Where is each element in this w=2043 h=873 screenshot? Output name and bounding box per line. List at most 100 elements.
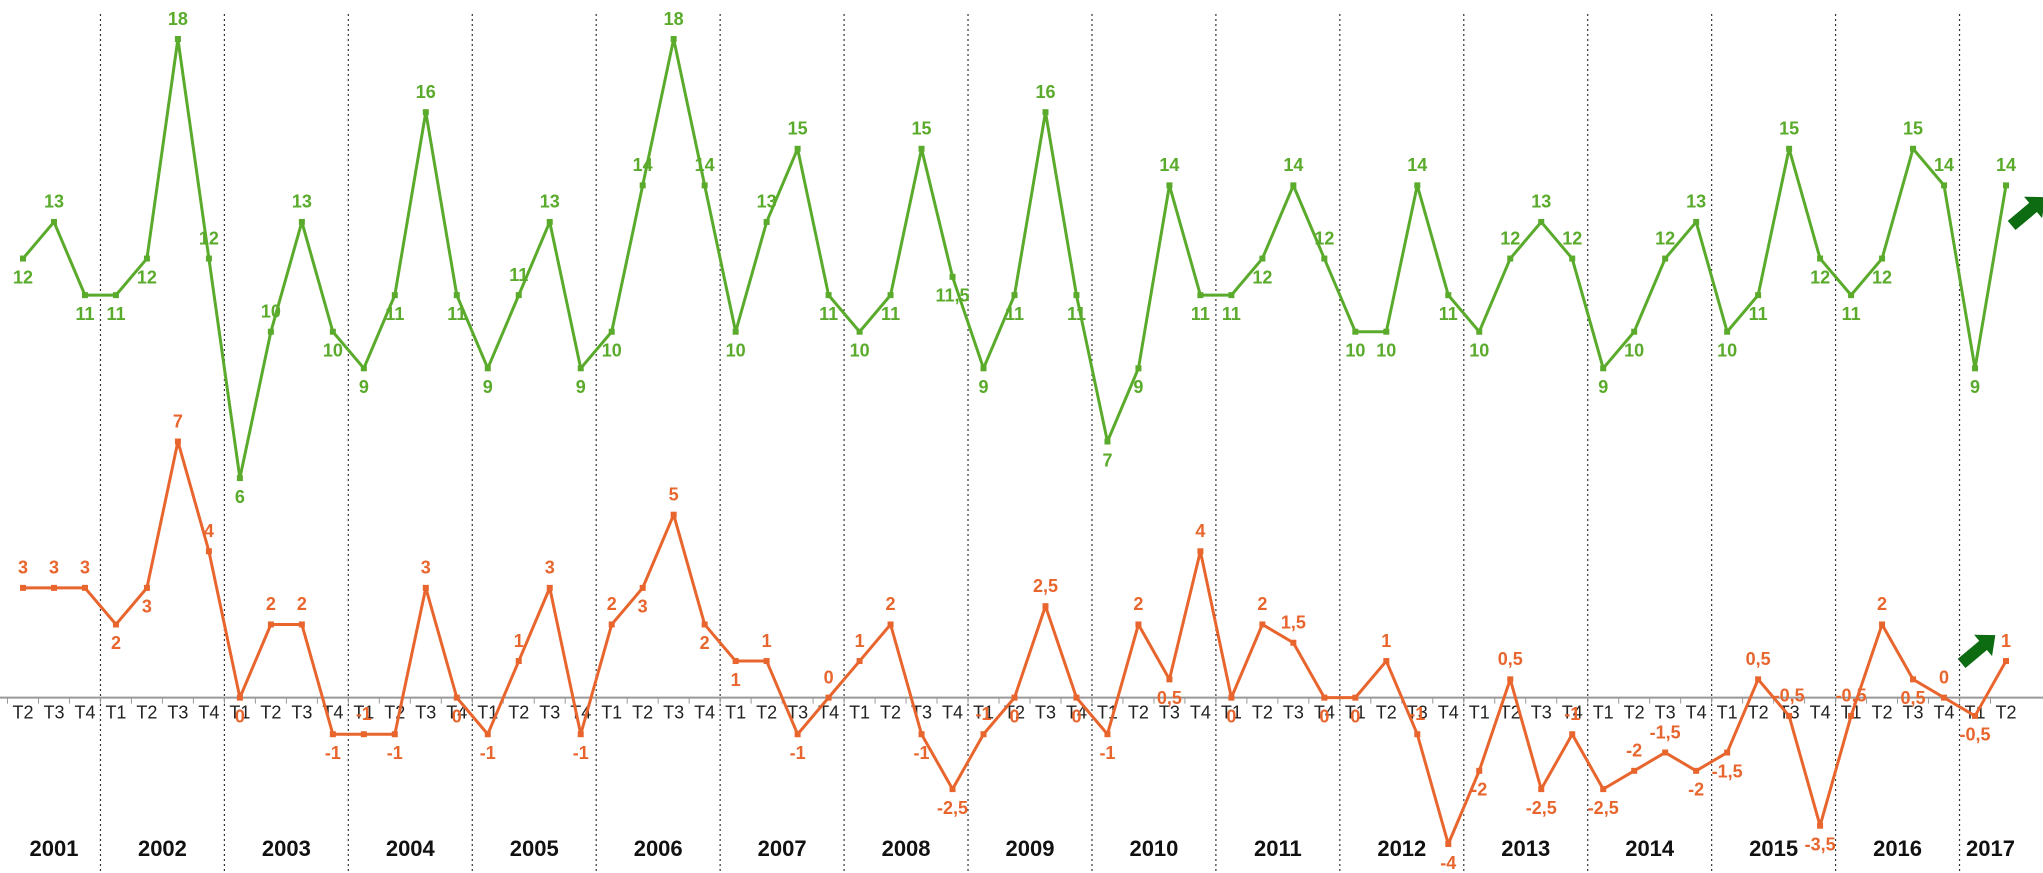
point-marker xyxy=(1941,182,1948,189)
data-label: 0,5 xyxy=(1157,688,1182,708)
trend-arrow xyxy=(1957,634,1996,669)
data-label: 12 xyxy=(13,267,33,287)
data-label: 0 xyxy=(824,667,834,687)
trend-arrow xyxy=(2007,196,2043,231)
point-marker xyxy=(1910,676,1917,683)
x-tick-label: T2 xyxy=(260,702,281,722)
year-label: 2014 xyxy=(1625,836,1675,861)
data-label: -2,5 xyxy=(1588,798,1619,818)
data-label: -1 xyxy=(976,704,992,724)
x-tick-label: T2 xyxy=(136,702,157,722)
year-label: 2009 xyxy=(1006,836,1055,861)
point-marker xyxy=(1910,145,1917,152)
x-tick-label: T4 xyxy=(694,702,715,722)
year-label: 2007 xyxy=(758,836,807,861)
point-marker xyxy=(856,658,863,665)
point-marker xyxy=(1755,676,1762,683)
point-marker xyxy=(143,584,150,591)
point-marker xyxy=(1104,438,1111,445)
data-label: 12 xyxy=(1252,267,1272,287)
data-label: 13 xyxy=(44,192,64,212)
data-label: -2 xyxy=(1471,780,1487,800)
point-marker xyxy=(825,292,832,299)
point-marker xyxy=(577,365,584,372)
data-label: 2 xyxy=(297,594,307,614)
data-label: 9 xyxy=(359,377,369,397)
data-label: 3 xyxy=(421,558,431,578)
year-label: 2012 xyxy=(1377,836,1426,861)
data-label: 11 xyxy=(1005,304,1024,324)
point-marker xyxy=(856,328,863,335)
point-marker xyxy=(1724,749,1731,756)
year-label: 2004 xyxy=(386,836,436,861)
year-label: 2015 xyxy=(1749,836,1798,861)
data-label: 0 xyxy=(1350,706,1360,726)
data-label: 0 xyxy=(1009,706,1019,726)
point-marker xyxy=(887,292,894,299)
point-marker xyxy=(701,182,708,189)
data-label: 1 xyxy=(514,631,524,651)
data-label: 11 xyxy=(75,304,94,324)
point-marker xyxy=(1972,365,1979,372)
data-label: 9 xyxy=(1970,377,1980,397)
data-label: 3 xyxy=(80,558,90,578)
x-tick-label: T2 xyxy=(1376,702,1397,722)
x-tick-label: T1 xyxy=(1345,702,1366,722)
point-marker xyxy=(825,694,832,701)
data-label: 10 xyxy=(1345,340,1365,360)
point-marker xyxy=(267,621,274,628)
data-label: 12 xyxy=(1562,228,1582,248)
x-tick-label: T4 xyxy=(818,702,839,722)
data-label: 13 xyxy=(1531,192,1551,212)
data-label: 9 xyxy=(979,377,989,397)
point-marker xyxy=(763,218,770,225)
data-label: 11 xyxy=(509,265,528,285)
year-label: 2011 xyxy=(1254,836,1302,861)
x-tick-label: T1 xyxy=(973,702,994,722)
data-label: 10 xyxy=(1717,340,1737,360)
x-tick-label: T2 xyxy=(880,702,901,722)
x-tick-label: T3 xyxy=(787,702,808,722)
point-marker xyxy=(887,621,894,628)
data-label: 2 xyxy=(111,633,121,653)
x-tick-label: T3 xyxy=(1779,702,1800,722)
point-marker xyxy=(360,731,367,738)
data-label: 1 xyxy=(855,631,865,651)
data-label: -3,5 xyxy=(1805,834,1836,854)
x-tick-label: T2 xyxy=(12,702,33,722)
data-label: 14 xyxy=(1934,155,1954,175)
point-marker xyxy=(1631,767,1638,774)
data-label: 1,5 xyxy=(1281,613,1306,633)
point-marker xyxy=(794,731,801,738)
point-marker xyxy=(1941,694,1948,701)
point-marker xyxy=(81,292,88,299)
point-marker xyxy=(1321,255,1328,262)
point-marker xyxy=(112,621,119,628)
data-label: 13 xyxy=(1686,192,1706,212)
data-label: -1 xyxy=(1409,704,1425,724)
data-label: 2,5 xyxy=(1033,576,1058,596)
point-marker xyxy=(639,584,646,591)
data-label: 1 xyxy=(731,670,741,690)
data-label: -1 xyxy=(1564,704,1580,724)
data-label: 11 xyxy=(106,304,125,324)
point-marker xyxy=(515,292,522,299)
series-line xyxy=(23,440,2008,846)
point-marker xyxy=(1476,767,1483,774)
data-label: 11 xyxy=(1191,304,1210,324)
data-label: 18 xyxy=(168,9,188,29)
point-marker xyxy=(2003,658,2009,665)
point-marker xyxy=(298,218,305,225)
point-marker xyxy=(1135,365,1142,372)
x-tick-label: T4 xyxy=(1686,702,1707,722)
x-tick-label: T4 xyxy=(1066,702,1087,722)
x-tick-label: T2 xyxy=(1872,702,1893,722)
data-label: 12 xyxy=(1314,228,1334,248)
data-label: 15 xyxy=(912,119,932,139)
point-marker xyxy=(20,255,26,262)
x-tick-label: T1 xyxy=(353,702,374,722)
x-tick-label: T1 xyxy=(601,702,622,722)
point-marker xyxy=(1073,694,1080,701)
year-label: 2005 xyxy=(510,836,559,861)
data-label: 2 xyxy=(607,594,617,614)
